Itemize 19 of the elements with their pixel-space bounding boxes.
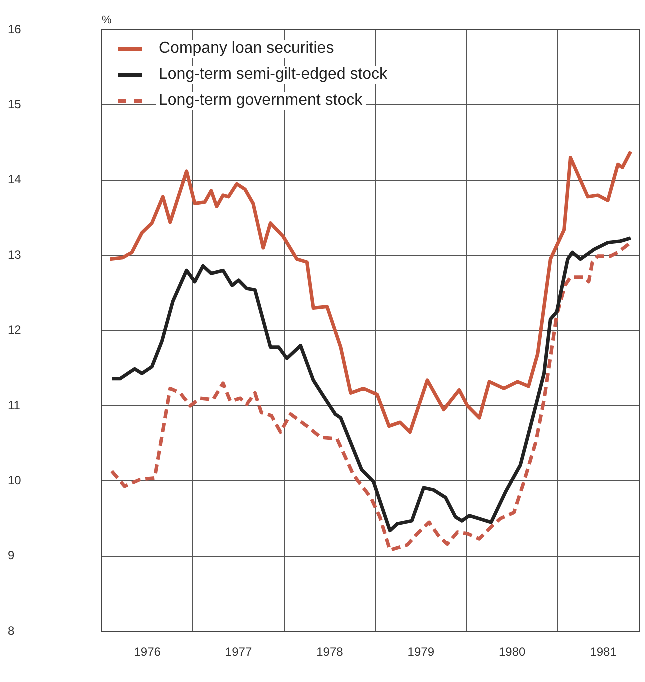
y-tick-label: 12 [8, 323, 22, 338]
legend-label: Long-term semi-gilt-edged stock [156, 66, 391, 84]
x-tick-label: 1981 [590, 645, 618, 660]
legend-label: Long-term government stock [156, 92, 366, 110]
y-tick-label: 10 [8, 474, 22, 488]
y-tick-label: 9 [8, 548, 15, 563]
y-tick-label: 8 [8, 624, 15, 638]
x-tick-label: 1979 [408, 645, 435, 660]
x-tick-label: 1977 [225, 645, 252, 660]
y-tick-label: 13 [8, 248, 22, 262]
x-tick-label: 1980 [498, 645, 526, 660]
x-tick-label: 1978 [316, 645, 344, 660]
y-axis-title: % [102, 14, 112, 27]
y-tick-label: 16 [8, 22, 22, 36]
y-tick-label: 11 [8, 398, 21, 412]
x-tick-label: 1976 [134, 645, 162, 660]
y-tick-label: 14 [8, 172, 22, 187]
legend-label: Company loan securities [156, 40, 338, 58]
y-tick-label: 15 [8, 98, 22, 112]
